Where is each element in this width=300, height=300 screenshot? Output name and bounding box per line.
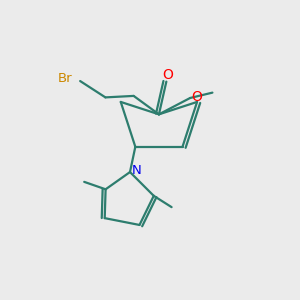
Text: Br: Br xyxy=(58,72,73,85)
Text: O: O xyxy=(191,90,202,104)
Text: O: O xyxy=(162,68,173,82)
Text: N: N xyxy=(132,164,141,177)
